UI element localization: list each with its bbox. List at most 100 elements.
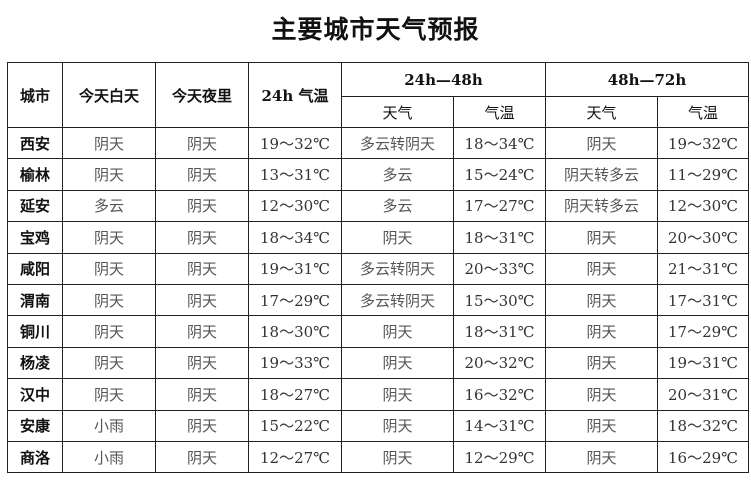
cell-temp-24-48: 14～31℃: [453, 409, 546, 442]
cell-weather-24-48: 阴天: [341, 315, 454, 348]
header-temp-48-72: 气温: [657, 96, 749, 128]
page-title: 主要城市天气预报: [271, 15, 480, 44]
cell-weather-24-48: 多云转阴天: [341, 283, 454, 317]
header-today-day: 今天白天: [62, 62, 156, 128]
cell-temp-48-72: 20～30℃: [657, 221, 749, 254]
cell-temp-48-72: 17～31℃: [657, 283, 749, 317]
cell-today-day: 多云: [62, 189, 156, 223]
table-row: 安康 小雨 阴天 15～22℃ 阴天 14～31℃ 阴天 18～32℃: [7, 409, 749, 442]
cell-temp-48-72: 16～29℃: [657, 440, 749, 474]
cell-temp-24-48: 18～31℃: [453, 315, 546, 348]
cell-temp-48-72: 12～30℃: [657, 189, 749, 223]
cell-weather-24-48: 阴天: [341, 221, 454, 254]
cell-weather-48-72: 阴天: [545, 315, 658, 348]
cell-weather-24-48: 阴天: [341, 409, 454, 442]
table-row: 咸阳 阴天 阴天 19～31℃ 多云转阴天 20～33℃ 阴天 21～31℃: [7, 252, 749, 285]
cell-weather-48-72: 阴天: [545, 378, 658, 411]
cell-weather-24-48: 阴天: [341, 346, 454, 380]
cell-weather-24-48: 阴天: [341, 440, 454, 474]
cell-temp-48-72: 20～31℃: [657, 378, 749, 411]
cell-temp-24-48: 20～32℃: [453, 346, 546, 380]
cell-weather-24-48: 多云转阴天: [341, 252, 454, 285]
subheader-row: 天气 气温 天气 气温: [8, 96, 749, 128]
cell-temp-48-72: 21～31℃: [657, 252, 749, 285]
cell-today-night: 阴天: [155, 409, 249, 442]
cell-city: 商洛: [7, 440, 63, 474]
cell-temp-24h: 15～22℃: [248, 409, 342, 442]
cell-today-night: 阴天: [155, 158, 249, 191]
cell-temp-24h: 18～27℃: [248, 378, 342, 411]
cell-temp-24h: 19～31℃: [248, 252, 342, 285]
cell-city: 杨凌: [7, 346, 63, 380]
cell-temp-48-72: 17～29℃: [657, 315, 749, 348]
cell-city: 延安: [7, 189, 63, 223]
cell-city: 安康: [7, 409, 63, 442]
cell-weather-48-72: 阴天: [545, 346, 658, 380]
cell-today-day: 阴天: [62, 283, 156, 317]
cell-temp-24h: 19～33℃: [248, 346, 342, 380]
header-group-48-72: 48h—72h: [545, 62, 749, 97]
cell-weather-48-72: 阴天: [545, 221, 658, 254]
cell-today-day: 阴天: [62, 378, 156, 411]
cell-weather-24-48: 多云: [341, 189, 454, 223]
cell-temp-48-72: 18～32℃: [657, 409, 749, 442]
cell-temp-24-48: 12～29℃: [453, 440, 546, 474]
header-temp-24-48: 气温: [453, 96, 546, 128]
cell-temp-24h: 12～30℃: [248, 189, 342, 223]
cell-weather-48-72: 阴天转多云: [545, 158, 658, 191]
table-row: 榆林 阴天 阴天 13～31℃ 多云 15～24℃ 阴天转多云 11～29℃: [7, 158, 749, 191]
cell-today-night: 阴天: [155, 126, 249, 160]
cell-weather-48-72: 阴天转多云: [545, 189, 658, 223]
cell-temp-48-72: 19～31℃: [657, 346, 749, 380]
cell-temp-24h: 18～34℃: [248, 221, 342, 254]
cell-temp-24-48: 18～31℃: [453, 221, 546, 254]
table-body: 西安 阴天 阴天 19～32℃ 多云转阴天 18～34℃ 阴天 19～32℃ 榆林 阴天 阴天 13～…: [7, 126, 749, 474]
header-group-24-48: 24h—48h: [341, 62, 546, 97]
cell-temp-24h: 12～27℃: [248, 440, 342, 474]
table-row: 杨凌 阴天 阴天 19～33℃ 阴天 20～32℃ 阴天 19～31℃: [7, 346, 749, 380]
cell-today-day: 阴天: [62, 221, 156, 254]
weather-forecast-table: 城市 今天白天 今天夜里 24h 气温 24h—48h 48h—72h 天气 气…: [7, 62, 749, 474]
cell-temp-24-48: 20～33℃: [453, 252, 546, 285]
cell-temp-24h: 17～29℃: [248, 283, 342, 317]
cell-temp-48-72: 11～29℃: [657, 158, 749, 191]
cell-today-day: 阴天: [62, 315, 156, 348]
header-weather-48-72: 天气: [545, 96, 658, 128]
table-row: 西安 阴天 阴天 19～32℃ 多云转阴天 18～34℃ 阴天 19～32℃: [7, 126, 749, 160]
table-row: 延安 多云 阴天 12～30℃ 多云 17～27℃ 阴天转多云 12～30℃: [7, 189, 749, 223]
cell-today-night: 阴天: [155, 315, 249, 348]
cell-city: 渭南: [7, 283, 63, 317]
cell-today-day: 阴天: [62, 126, 156, 160]
cell-temp-24-48: 16～32℃: [453, 378, 546, 411]
cell-today-night: 阴天: [155, 283, 249, 317]
cell-today-night: 阴天: [155, 440, 249, 474]
cell-weather-48-72: 阴天: [545, 440, 658, 474]
cell-today-day: 小雨: [62, 440, 156, 474]
table-row: 宝鸡 阴天 阴天 18～34℃ 阴天 18～31℃ 阴天 20～30℃: [7, 221, 749, 254]
cell-temp-24h: 19～32℃: [248, 126, 342, 160]
cell-weather-48-72: 阴天: [545, 252, 658, 285]
cell-today-night: 阴天: [155, 252, 249, 285]
cell-city: 铜川: [7, 315, 63, 348]
header-city: 城市: [7, 62, 63, 128]
cell-weather-24-48: 多云转阴天: [341, 126, 454, 160]
cell-temp-48-72: 19～32℃: [657, 126, 749, 160]
cell-today-day: 阴天: [62, 346, 156, 380]
cell-temp-24-48: 18～34℃: [453, 126, 546, 160]
cell-city: 榆林: [7, 158, 63, 191]
cell-weather-48-72: 阴天: [545, 126, 658, 160]
cell-temp-24-48: 15～24℃: [453, 158, 546, 191]
cell-city: 咸阳: [7, 252, 63, 285]
cell-today-night: 阴天: [155, 378, 249, 411]
cell-today-day: 小雨: [62, 409, 156, 442]
cell-temp-24h: 18～30℃: [248, 315, 342, 348]
cell-today-day: 阴天: [62, 252, 156, 285]
cell-weather-24-48: 阴天: [341, 378, 454, 411]
table-row: 铜川 阴天 阴天 18～30℃ 阴天 18～31℃ 阴天 17～29℃: [7, 315, 749, 348]
cell-today-day: 阴天: [62, 158, 156, 191]
cell-today-night: 阴天: [155, 346, 249, 380]
cell-today-night: 阴天: [155, 189, 249, 223]
table-row: 渭南 阴天 阴天 17～29℃ 多云转阴天 15～30℃ 阴天 17～31℃: [7, 283, 749, 317]
cell-city: 西安: [7, 126, 63, 160]
header-temp-24h: 24h 气温: [248, 62, 342, 128]
